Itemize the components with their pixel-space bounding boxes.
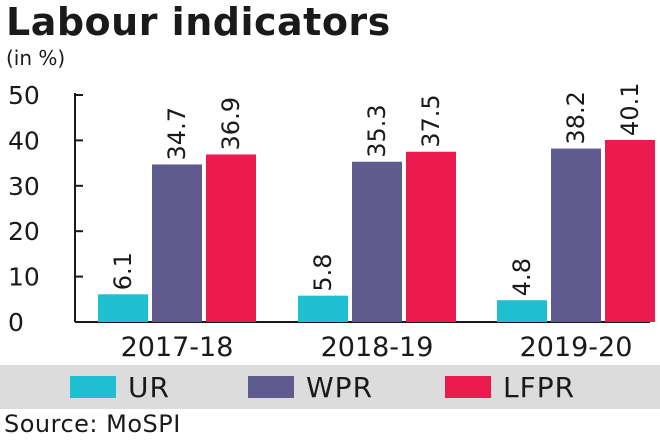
legend-label-wpr: WPR	[306, 370, 374, 404]
data-label-ur-2019-20: 4.8	[508, 258, 536, 296]
bar-ur-2017-18	[98, 294, 148, 322]
data-label-ur-2017-18: 6.1	[109, 252, 137, 290]
chart-title: Labour indicators	[6, 0, 391, 44]
y-tick-label-0: 0	[8, 308, 24, 337]
bar-lfpr-2018-19	[406, 151, 456, 322]
legend-item-lfpr: LFPR	[445, 365, 575, 409]
x-tick-label-2017-18: 2017-18	[121, 332, 234, 363]
legend-label-ur: UR	[128, 370, 170, 404]
legend-label-lfpr: LFPR	[503, 370, 576, 404]
source-note: Source: MoSPI	[4, 410, 181, 438]
bar-wpr-2018-19	[352, 161, 402, 322]
y-tick-label-20: 20	[8, 217, 40, 246]
data-label-ur-2018-19: 5.8	[309, 253, 337, 291]
y-tick-label-30: 30	[8, 172, 40, 201]
unit-label: (in %)	[6, 46, 66, 70]
data-label-lfpr-2018-19: 37.5	[417, 94, 445, 147]
x-tick-label-2019-20: 2019-20	[520, 332, 633, 363]
bar-wpr-2019-20	[551, 148, 601, 322]
legend-swatch-ur	[70, 376, 116, 398]
legend-item-ur: UR	[70, 365, 170, 409]
bar-lfpr-2019-20	[605, 139, 655, 322]
x-tick-label-2018-19: 2018-19	[321, 332, 434, 363]
data-label-wpr-2018-19: 35.3	[363, 104, 391, 157]
y-tick-label-10: 10	[8, 263, 40, 292]
bar-ur-2018-19	[298, 295, 348, 322]
y-tick-label-50: 50	[8, 81, 40, 110]
data-label-lfpr-2017-18: 36.9	[217, 97, 245, 150]
legend-swatch-lfpr	[445, 376, 491, 398]
bar-chart: 0 10 20 30 40 50 6.1 34.7 36.9 2017-18 5.8 35.3 37.5…	[8, 81, 655, 363]
y-tick-label-40: 40	[8, 126, 40, 155]
bar-lfpr-2017-18	[206, 154, 256, 322]
bar-ur-2019-20	[497, 300, 547, 322]
data-label-lfpr-2019-20: 40.1	[616, 83, 644, 136]
data-label-wpr-2019-20: 38.2	[562, 91, 590, 144]
legend: UR WPR LFPR	[0, 365, 660, 409]
legend-item-wpr: WPR	[248, 365, 373, 409]
data-label-wpr-2017-18: 34.7	[163, 107, 191, 160]
legend-swatch-wpr	[248, 376, 294, 398]
bar-wpr-2017-18	[152, 164, 202, 322]
